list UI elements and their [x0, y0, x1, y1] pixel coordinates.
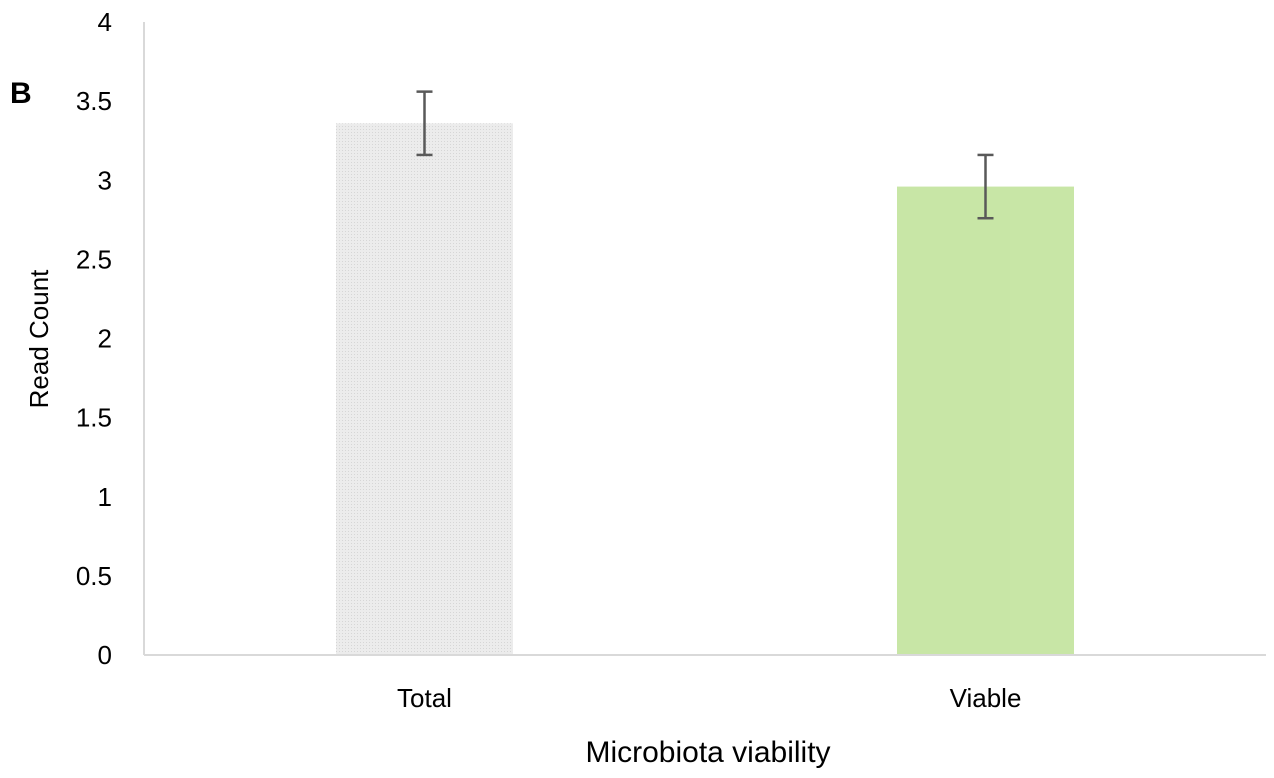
error-bar-total: [416, 90, 433, 157]
y-tick-label: 3: [98, 165, 112, 195]
x-tick-label: Total: [397, 683, 452, 713]
x-tick-label: Viable: [950, 683, 1022, 713]
y-tick-label: 2.5: [76, 244, 112, 274]
y-tick-label: 1: [98, 482, 112, 512]
bars-group: [336, 123, 1074, 655]
error-bar-viable: [977, 153, 994, 220]
y-tick-label: 2: [98, 324, 112, 354]
error-bars-group: [416, 90, 994, 220]
x-axis-title: Microbiota viability: [585, 736, 830, 769]
y-axis-ticks: 0 0.5 1 1.5 2 2.5 3 3.5 4: [76, 7, 112, 670]
y-tick-label: 4: [98, 7, 112, 37]
x-axis-ticks: Total Viable: [397, 683, 1021, 713]
y-tick-label: 1.5: [76, 403, 112, 433]
y-tick-label: 0.5: [76, 561, 112, 591]
y-tick-label: 0: [98, 640, 112, 670]
bar-total: [336, 123, 513, 655]
y-tick-label: 3.5: [76, 86, 112, 116]
bar-viable: [897, 186, 1074, 655]
panel-label: B: [10, 77, 32, 110]
y-axis-title: Read Count: [24, 269, 54, 409]
